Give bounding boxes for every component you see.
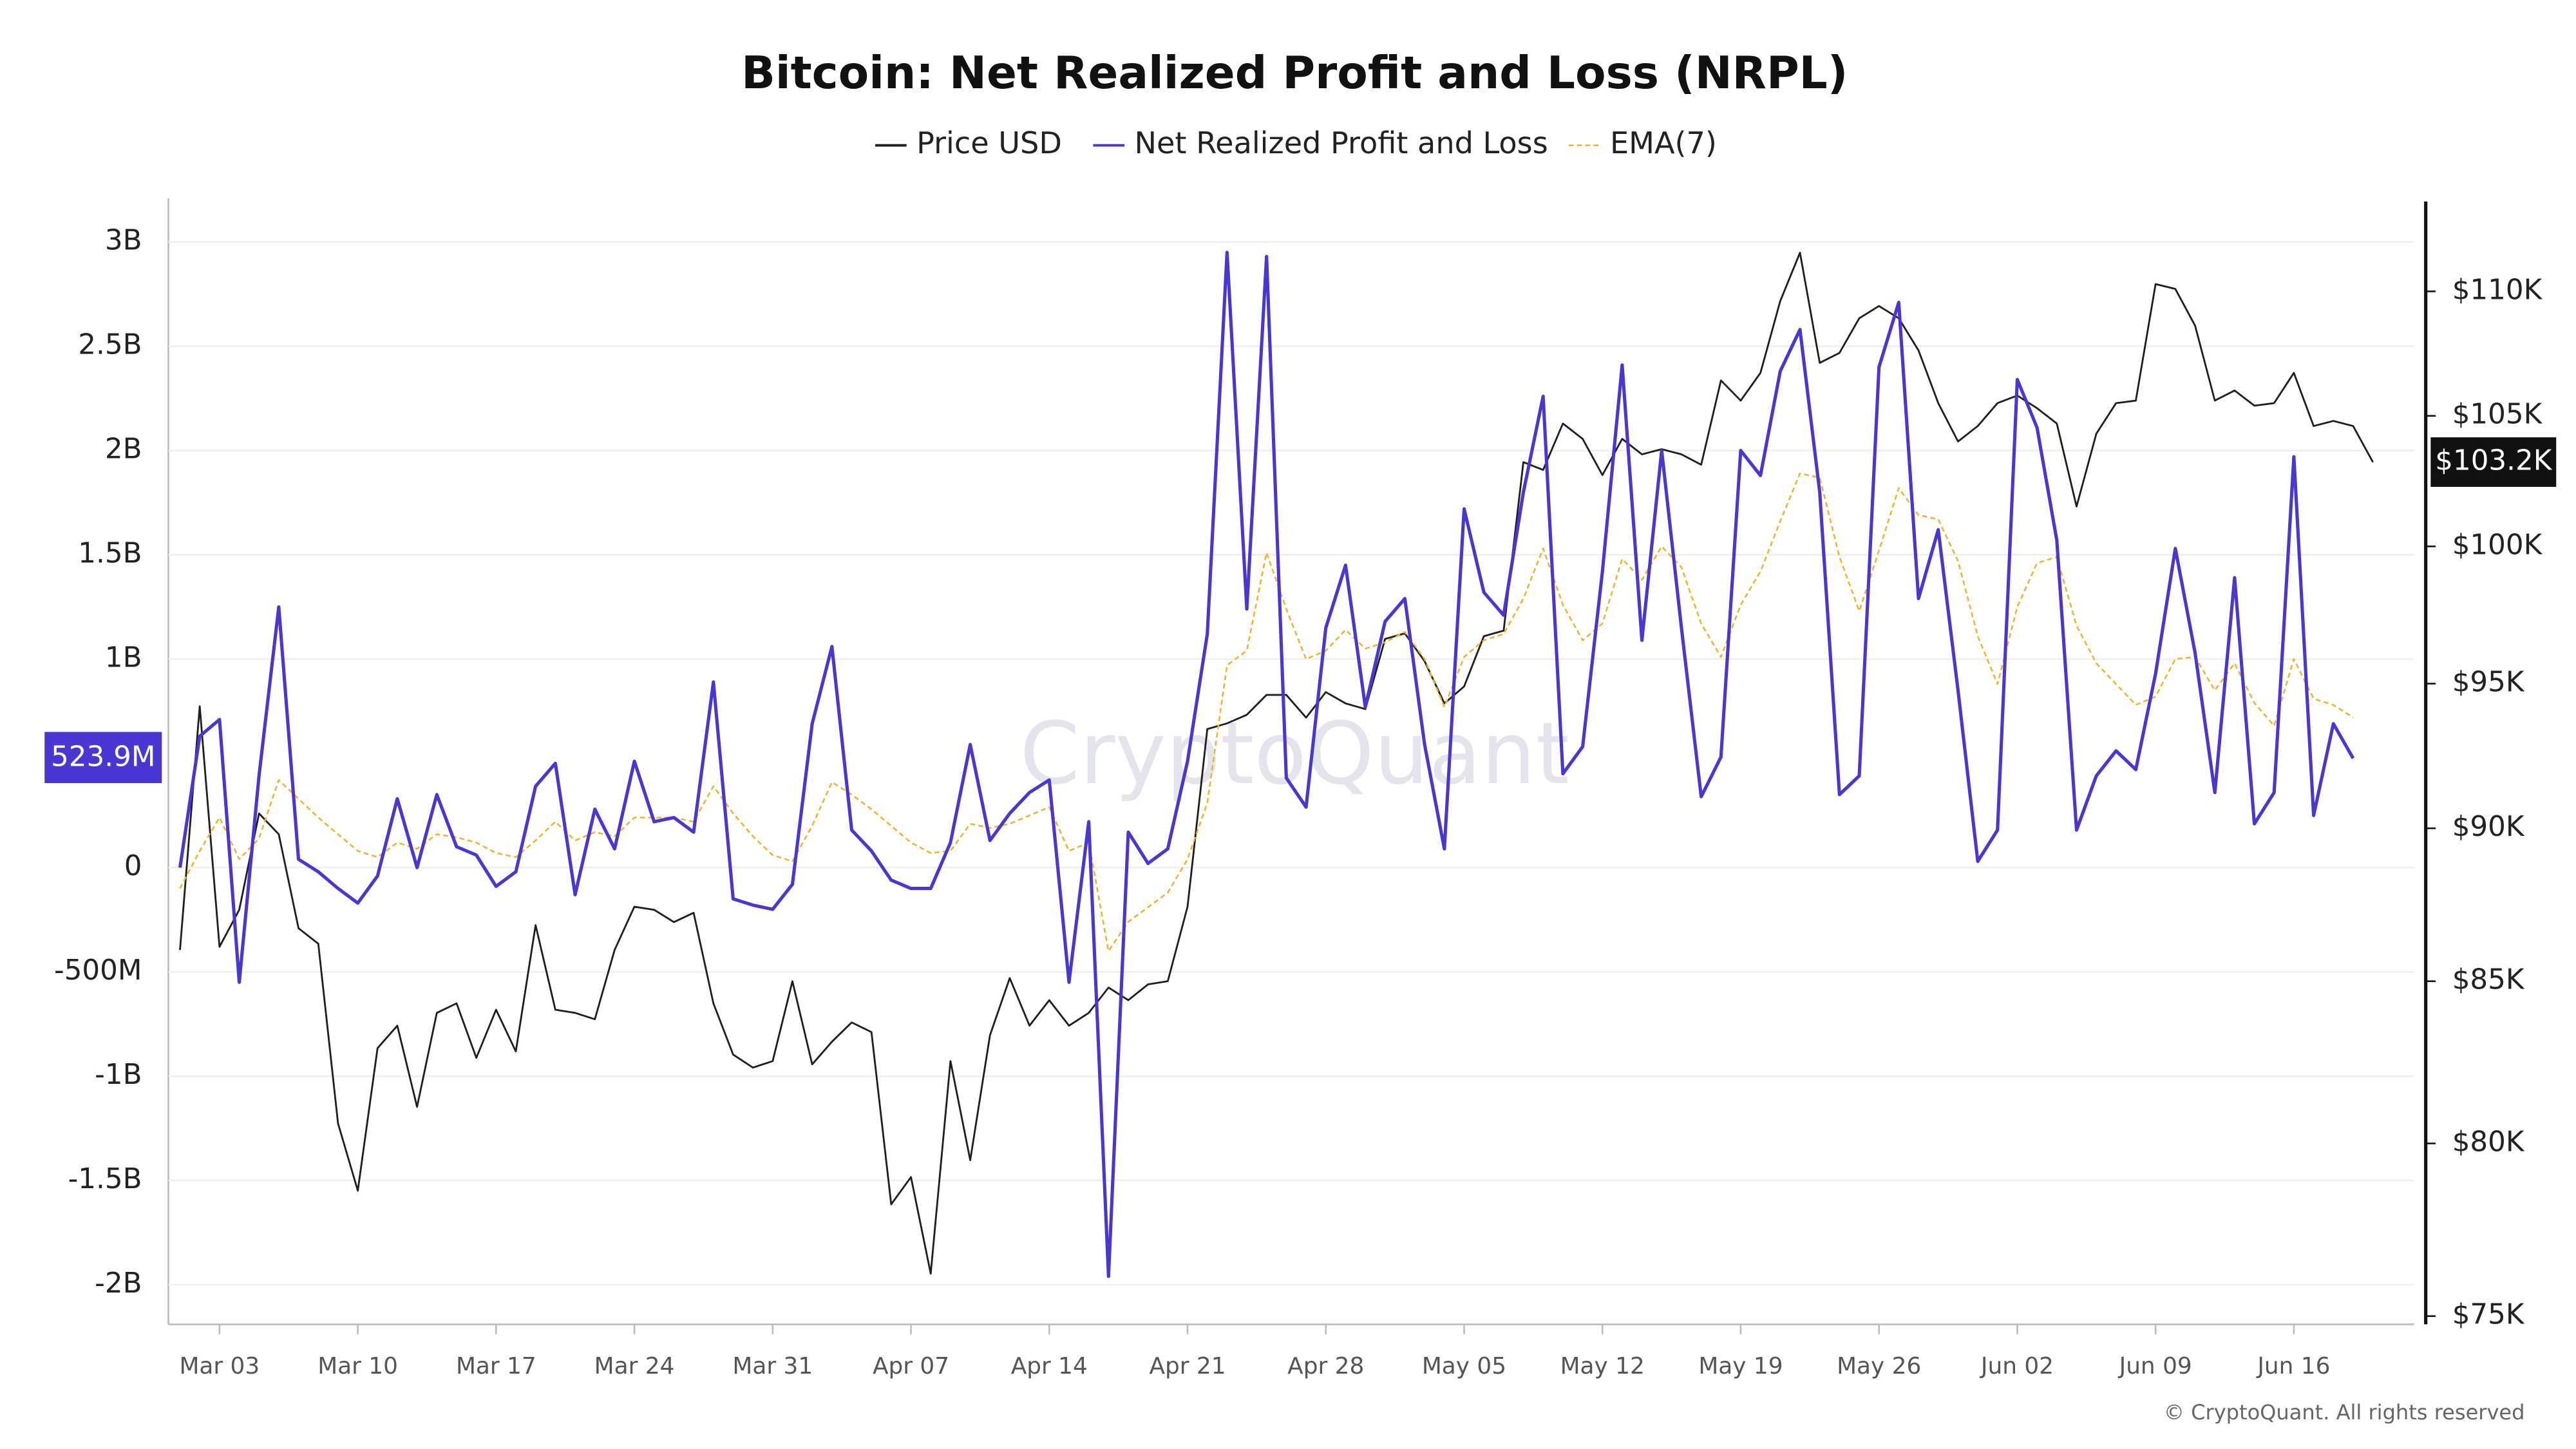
y2-tick-label: $95K — [2452, 667, 2525, 699]
x-tick-label: Mar 31 — [732, 1353, 813, 1379]
y2-tick-label: $75K — [2452, 1299, 2525, 1331]
x-tick-label: Jun 16 — [2256, 1353, 2330, 1379]
x-tick-label: Apr 07 — [873, 1353, 949, 1379]
y2-tick-label: $110K — [2452, 274, 2543, 306]
x-tick-label: Mar 24 — [594, 1353, 675, 1379]
legend-label: Price USD — [916, 126, 1062, 160]
x-tick-label: Apr 28 — [1287, 1353, 1364, 1379]
value-badge-label: 523.9M — [51, 741, 155, 773]
y2-tick-label: $100K — [2452, 529, 2543, 561]
y2-tick-label: $85K — [2452, 964, 2525, 996]
y-tick-label: 2B — [105, 433, 142, 466]
y-tick-label: 0 — [124, 850, 142, 882]
y2-tick-label: $105K — [2452, 399, 2543, 431]
value-badge-label: $103.2K — [2435, 445, 2552, 477]
y-tick-label: -2B — [95, 1267, 142, 1300]
value-badge — [2430, 437, 2557, 488]
series-line — [179, 472, 2354, 952]
chart-title: Bitcoin: Net Realized Profit and Loss (N… — [741, 48, 1848, 99]
copyright: © CryptoQuant. All rights reserved — [2164, 1400, 2525, 1425]
x-tick-label: May 19 — [1698, 1353, 1783, 1379]
x-tick-label: May 12 — [1560, 1353, 1645, 1379]
y-tick-label: -1.5B — [68, 1163, 142, 1195]
x-tick-label: May 26 — [1837, 1353, 1921, 1379]
x-tick-label: Apr 14 — [1011, 1353, 1088, 1379]
legend-label: Net Realized Profit and Loss — [1135, 126, 1548, 160]
series-line — [179, 252, 2374, 1275]
y-tick-label: -500M — [54, 954, 142, 987]
watermark: CryptoQuant — [1020, 704, 1569, 804]
y-tick-label: 1.5B — [78, 537, 142, 569]
series-line — [178, 251, 2355, 1278]
x-tick-label: Mar 17 — [456, 1353, 536, 1379]
legend-label: EMA(7) — [1610, 126, 1717, 160]
y-tick-label: -1B — [95, 1059, 142, 1091]
x-tick-label: Jun 02 — [1980, 1353, 2054, 1379]
y-tick-label: 1B — [105, 641, 142, 674]
x-tick-label: Mar 10 — [317, 1353, 398, 1379]
x-tick-label: Apr 21 — [1149, 1353, 1226, 1379]
y-tick-label: 2.5B — [78, 329, 142, 361]
x-tick-label: Jun 09 — [2118, 1353, 2192, 1379]
x-tick-label: May 05 — [1422, 1353, 1506, 1379]
y2-tick-label: $80K — [2452, 1126, 2525, 1159]
y-tick-label: 3B — [105, 225, 142, 257]
x-tick-label: Mar 03 — [179, 1353, 260, 1379]
value-badge — [44, 732, 162, 784]
y2-tick-label: $90K — [2452, 811, 2525, 843]
